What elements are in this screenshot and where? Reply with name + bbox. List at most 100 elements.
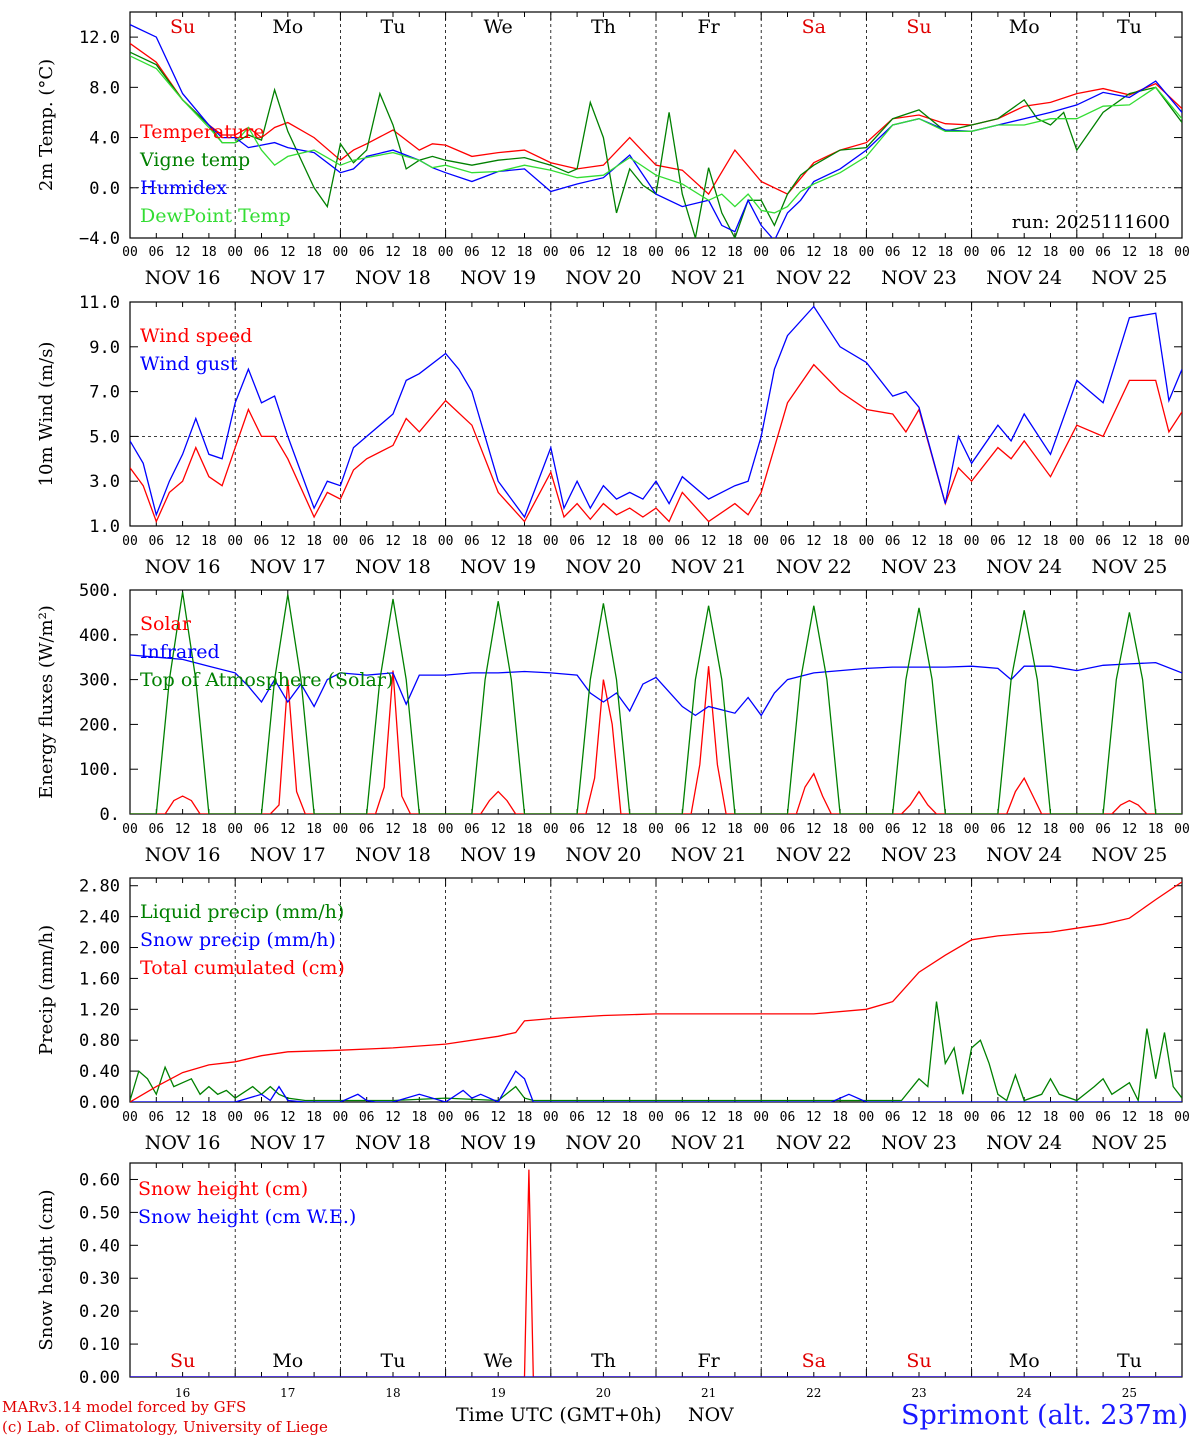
hour-tick-label: 06 bbox=[885, 1110, 901, 1125]
hour-tick-label: 06 bbox=[885, 245, 901, 260]
hour-tick-label: 18 bbox=[411, 245, 427, 260]
legend-entry: Wind gust bbox=[140, 353, 238, 375]
hour-tick-label: 12 bbox=[701, 534, 717, 549]
series-line-dewpoint-temp bbox=[130, 55, 1182, 214]
hour-tick-label: 06 bbox=[569, 245, 585, 260]
hour-tick-label: 12 bbox=[701, 1110, 717, 1125]
legend-entry: Wind speed bbox=[140, 325, 252, 347]
hour-tick-label: 06 bbox=[780, 245, 796, 260]
hour-tick-label: 06 bbox=[148, 822, 164, 837]
date-label: NOV 21 bbox=[671, 556, 747, 578]
hour-tick-label: 06 bbox=[464, 822, 480, 837]
y-tick-label: 0.60 bbox=[79, 1170, 120, 1190]
date-label: NOV 17 bbox=[250, 844, 326, 866]
hour-tick-label: 18 bbox=[832, 245, 848, 260]
weekday-label: Su bbox=[906, 1350, 931, 1372]
y-axis-label: 2m Temp. (°C) bbox=[36, 59, 57, 191]
hour-tick-label: 12 bbox=[280, 1110, 296, 1125]
y-tick-label: 0.40 bbox=[79, 1236, 120, 1256]
y-tick-label: 3.0 bbox=[89, 472, 120, 492]
date-label: NOV 22 bbox=[776, 556, 852, 578]
weekday-label: Su bbox=[170, 16, 195, 38]
day-number-label: 17 bbox=[280, 1386, 295, 1400]
hour-tick-label: 00 bbox=[122, 534, 138, 549]
weekday-label: We bbox=[484, 1350, 513, 1372]
hour-tick-label: 06 bbox=[990, 245, 1006, 260]
hour-tick-label: 06 bbox=[254, 245, 270, 260]
date-label: NOV 18 bbox=[355, 267, 431, 289]
hour-tick-label: 12 bbox=[911, 245, 927, 260]
hour-tick-label: 12 bbox=[280, 534, 296, 549]
weekday-label: Su bbox=[170, 1350, 195, 1372]
hour-tick-label: 00 bbox=[333, 245, 349, 260]
hour-tick-label: 18 bbox=[727, 1110, 743, 1125]
hour-tick-label: 18 bbox=[1043, 245, 1059, 260]
weekday-label: Mo bbox=[1009, 16, 1040, 38]
hour-tick-label: 12 bbox=[911, 1110, 927, 1125]
legend-entry: Snow precip (mm/h) bbox=[140, 929, 336, 951]
hour-tick-label: 18 bbox=[201, 534, 217, 549]
y-tick-label: 2.80 bbox=[79, 877, 120, 897]
y-tick-label: 0.80 bbox=[79, 1031, 120, 1051]
hour-tick-label: 06 bbox=[1095, 245, 1111, 260]
hour-tick-label: 00 bbox=[648, 245, 664, 260]
date-label: NOV 24 bbox=[986, 1132, 1062, 1154]
hour-tick-label: 06 bbox=[674, 1110, 690, 1125]
date-label: NOV 18 bbox=[355, 1132, 431, 1154]
date-label: NOV 21 bbox=[671, 844, 747, 866]
weekday-label: Fr bbox=[697, 16, 720, 38]
station-name: Sprimont (alt. 237m) bbox=[901, 1400, 1188, 1431]
hour-tick-label: 06 bbox=[148, 245, 164, 260]
y-tick-label: 400. bbox=[79, 626, 120, 646]
hour-tick-label: 12 bbox=[1016, 1110, 1032, 1125]
hour-tick-label: 06 bbox=[359, 822, 375, 837]
date-label: NOV 25 bbox=[1091, 556, 1167, 578]
hour-tick-label: 06 bbox=[148, 1110, 164, 1125]
hour-tick-label: 00 bbox=[438, 1110, 454, 1125]
hour-tick-label: 00 bbox=[859, 1110, 875, 1125]
weekday-label: Sa bbox=[802, 16, 826, 38]
panel-snow: 0.60 0.50 0.40 0.30 0.20 0.10 0.00 Snow height … bbox=[36, 1162, 1183, 1400]
y-axis-label: 10m Wind (m/s) bbox=[36, 342, 57, 487]
legend-entry: Humidex bbox=[140, 177, 227, 199]
hour-tick-label: 18 bbox=[411, 822, 427, 837]
hour-tick-label: 00 bbox=[648, 1110, 664, 1125]
hour-tick-label: 18 bbox=[1043, 822, 1059, 837]
hour-tick-label: 18 bbox=[937, 822, 953, 837]
hour-tick-label: 06 bbox=[1095, 534, 1111, 549]
hour-tick-label: 12 bbox=[280, 245, 296, 260]
legend-entry: Vigne temp bbox=[139, 149, 250, 171]
hour-tick-label: 06 bbox=[359, 534, 375, 549]
y-tick-label: 0.50 bbox=[79, 1203, 120, 1223]
date-label: NOV 17 bbox=[250, 1132, 326, 1154]
hour-tick-label: 18 bbox=[727, 822, 743, 837]
series-line-snow-height-cm- bbox=[130, 1169, 1182, 1377]
hour-tick-label: 00 bbox=[964, 822, 980, 837]
date-label: NOV 21 bbox=[671, 267, 747, 289]
series-line-liquid-precip-mm-h- bbox=[130, 1001, 1182, 1102]
y-tick-label: 2.00 bbox=[79, 939, 120, 959]
hour-tick-label: 12 bbox=[596, 1110, 612, 1125]
hour-tick-label: 12 bbox=[1016, 822, 1032, 837]
date-label: NOV 21 bbox=[671, 1132, 747, 1154]
hour-tick-label: 18 bbox=[1148, 1110, 1164, 1125]
y-tick-label: 1.0 bbox=[89, 517, 120, 537]
hour-tick-label: 06 bbox=[464, 534, 480, 549]
weekday-label: Tu bbox=[381, 16, 406, 38]
day-number-label: 20 bbox=[596, 1386, 611, 1400]
weekday-label: Tu bbox=[381, 1350, 406, 1372]
hour-tick-label: 18 bbox=[411, 534, 427, 549]
hour-tick-label: 12 bbox=[1122, 534, 1138, 549]
hour-tick-label: 18 bbox=[517, 245, 533, 260]
hour-tick-label: 18 bbox=[1043, 534, 1059, 549]
date-label: NOV 25 bbox=[1091, 267, 1167, 289]
hour-tick-label: 18 bbox=[411, 1110, 427, 1125]
hour-tick-label: 00 bbox=[1174, 1110, 1190, 1125]
weekday-label: Sa bbox=[802, 1350, 826, 1372]
hour-tick-label: 12 bbox=[385, 245, 401, 260]
weekday-label: Mo bbox=[1009, 1350, 1040, 1372]
hour-tick-label: 00 bbox=[964, 534, 980, 549]
y-tick-label: 9.0 bbox=[89, 338, 120, 358]
date-label: NOV 22 bbox=[776, 1132, 852, 1154]
date-label: NOV 16 bbox=[145, 556, 221, 578]
